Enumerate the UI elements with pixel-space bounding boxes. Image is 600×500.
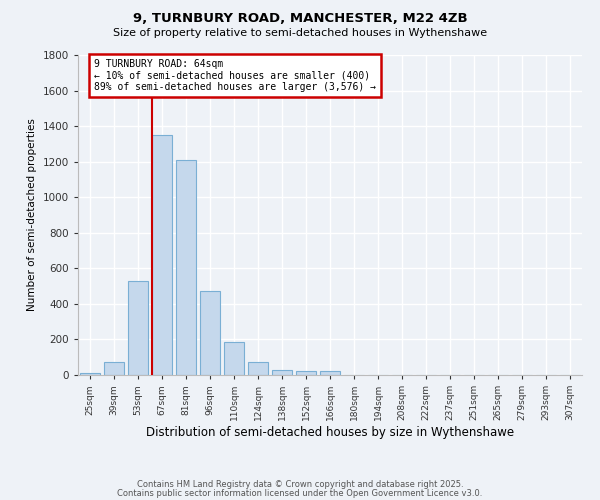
- Bar: [176, 160, 196, 375]
- Text: 9, TURNBURY ROAD, MANCHESTER, M22 4ZB: 9, TURNBURY ROAD, MANCHESTER, M22 4ZB: [133, 12, 467, 26]
- Bar: [200, 292, 220, 375]
- Text: Contains HM Land Registry data © Crown copyright and database right 2025.: Contains HM Land Registry data © Crown c…: [137, 480, 463, 489]
- Bar: [296, 370, 316, 375]
- Text: Size of property relative to semi-detached houses in Wythenshawe: Size of property relative to semi-detach…: [113, 28, 487, 38]
- Bar: [224, 342, 244, 375]
- Text: Contains public sector information licensed under the Open Government Licence v3: Contains public sector information licen…: [118, 488, 482, 498]
- Bar: [80, 373, 100, 375]
- Text: 9 TURNBURY ROAD: 64sqm
← 10% of semi-detached houses are smaller (400)
89% of se: 9 TURNBURY ROAD: 64sqm ← 10% of semi-det…: [94, 58, 376, 92]
- Bar: [104, 362, 124, 375]
- Bar: [128, 281, 148, 375]
- Bar: [248, 362, 268, 375]
- Y-axis label: Number of semi-detached properties: Number of semi-detached properties: [27, 118, 37, 312]
- Bar: [320, 372, 340, 375]
- Bar: [152, 135, 172, 375]
- X-axis label: Distribution of semi-detached houses by size in Wythenshawe: Distribution of semi-detached houses by …: [146, 426, 514, 439]
- Bar: [272, 370, 292, 375]
